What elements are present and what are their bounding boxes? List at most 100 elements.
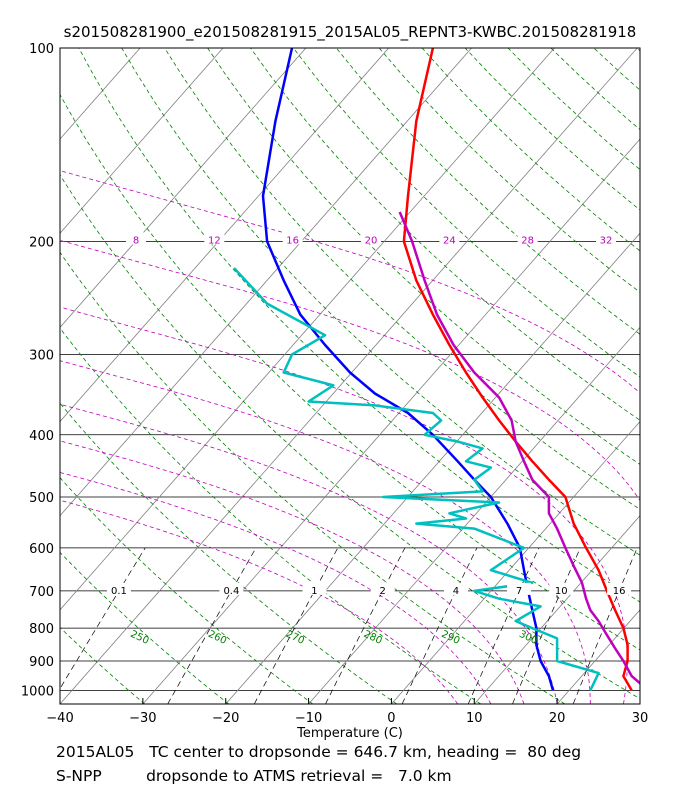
dry-adiabat-line [60,251,566,704]
mixing-ratio-label: 7 [516,586,522,597]
mixing-ratio-label: 0.1 [111,586,127,597]
isotherm-line [308,326,640,704]
isotherm-line [60,48,638,704]
dry-adiabat-label: 290 [439,629,461,647]
moist-adiabat-label: 32 [600,235,613,246]
isotherm-line [60,48,224,234]
retrieval-dewpoint-line [233,267,600,691]
x-tick-label: 0 [387,711,395,726]
dry-adiabat-line [680,48,700,704]
caption-line-2: S-NPP dropsonde to ATMS retrieval = 7.0 … [56,767,452,785]
dry-adiabat-line [60,626,145,704]
isotherm-line [60,48,472,517]
temperature-line [402,48,633,692]
moist-adiabat-label-bg [204,232,225,245]
dry-adiabat-line [550,48,640,131]
y-tick-label: 200 [29,235,54,250]
dry-adiabat-line [464,48,640,211]
dry-adiabat-line [207,48,640,465]
mixing-ratio-label-bg [302,582,327,595]
mixing-ratio-line [325,547,406,704]
dry-adiabat-line [335,48,640,335]
mixing-ratio-label: 1 [311,586,317,597]
x-tick-label: −10 [295,711,322,726]
retrieval-temperature-line [398,211,640,685]
isotherm-line [556,609,640,704]
mixing-ratio-label-bg [607,582,632,595]
moist-adiabat-label-bg [596,232,616,245]
x-tick-label: −40 [46,711,73,726]
moist-adiabat-label: 8 [133,235,139,246]
x-tick-label: −30 [129,711,156,726]
y-tick-label: 500 [29,491,54,506]
mixing-ratio-label: 10 [555,586,568,597]
dry-adiabat-line [60,327,482,704]
moist-adiabat-label-bg [361,232,381,245]
mixing-ratio-label: 0.4 [223,586,239,597]
y-tick-label: 1000 [21,684,54,699]
mixing-ratio-label: 4 [453,586,459,597]
dry-adiabat-label: 250 [129,629,151,647]
isotherm-line [142,138,640,704]
moist-adiabat-label: 12 [208,235,221,246]
y-tick-label: 700 [29,585,54,600]
moist-adiabat-label-bg [439,232,460,245]
mixing-ratio-label: 16 [613,586,626,597]
dry-adiabat-line [60,93,640,651]
x-tick-label: −20 [212,711,239,726]
dry-adiabat-line [164,48,640,510]
mixing-ratio-line [167,547,257,704]
dry-adiabat-label: 260 [206,629,228,647]
moist-adiabat-line [60,440,525,704]
dry-adiabat-line [60,551,229,704]
caption-line-1: 2015AL05 TC center to dropsonde = 646.7 … [56,743,582,761]
dry-adiabat-line [636,48,640,52]
isotherm-line [60,48,390,423]
moist-adiabat-label-bg [126,232,146,245]
isotherm-line [473,515,640,704]
isotherm-line [60,48,555,611]
chart-title: s201508281900_e201508281915_2015AL05_REP… [64,23,637,42]
moist-adiabat-line [60,239,640,502]
y-tick-label: 900 [29,655,54,670]
moist-adiabat-label: 20 [365,235,378,246]
moist-adiabat-line [60,472,492,704]
mixing-ratio-label-bg [219,582,244,595]
mixing-ratio-label-bg [106,582,131,595]
dry-adiabat-line [121,48,640,556]
mixing-ratio-label-bg [507,582,532,595]
x-tick-label: 10 [466,711,483,726]
dry-adiabat-label: 280 [362,629,384,647]
x-axis-label: Temperature (C) [296,726,403,741]
mixing-ratio-label: 2 [379,586,385,597]
isotherm-line [0,48,57,704]
mixing-ratio-line [60,547,146,690]
plot-frame [59,47,641,705]
moist-adiabat-line [60,170,640,394]
isotherm-line [639,703,640,704]
dry-adiabat-line [60,402,397,704]
moist-adiabat-label: 16 [286,235,299,246]
mixing-ratio-line [253,547,339,704]
y-tick-label: 300 [29,348,54,363]
y-tick-label: 800 [29,622,54,637]
mixing-ratio-line [572,547,638,704]
isotherm-line [60,48,307,328]
mixing-ratio-label-bg [549,582,574,595]
y-tick-label: 100 [29,42,54,57]
dry-adiabat-line [60,174,640,700]
mixing-ratio-line [512,547,581,704]
moist-adiabat-line [60,499,459,704]
isotherm-line [391,420,640,704]
dry-adiabat-line [60,477,313,704]
dry-adiabat-line [78,48,640,603]
moist-adiabat-line [60,360,591,704]
y-tick-label: 600 [29,542,54,557]
dry-adiabat-line [60,702,61,704]
moist-adiabat-label: 28 [521,235,534,246]
moist-adiabat-label-bg [517,232,538,245]
dry-adiabat-line [250,48,640,421]
mixing-ratio-line [401,547,478,704]
mixing-ratio-label-bg [443,582,468,595]
